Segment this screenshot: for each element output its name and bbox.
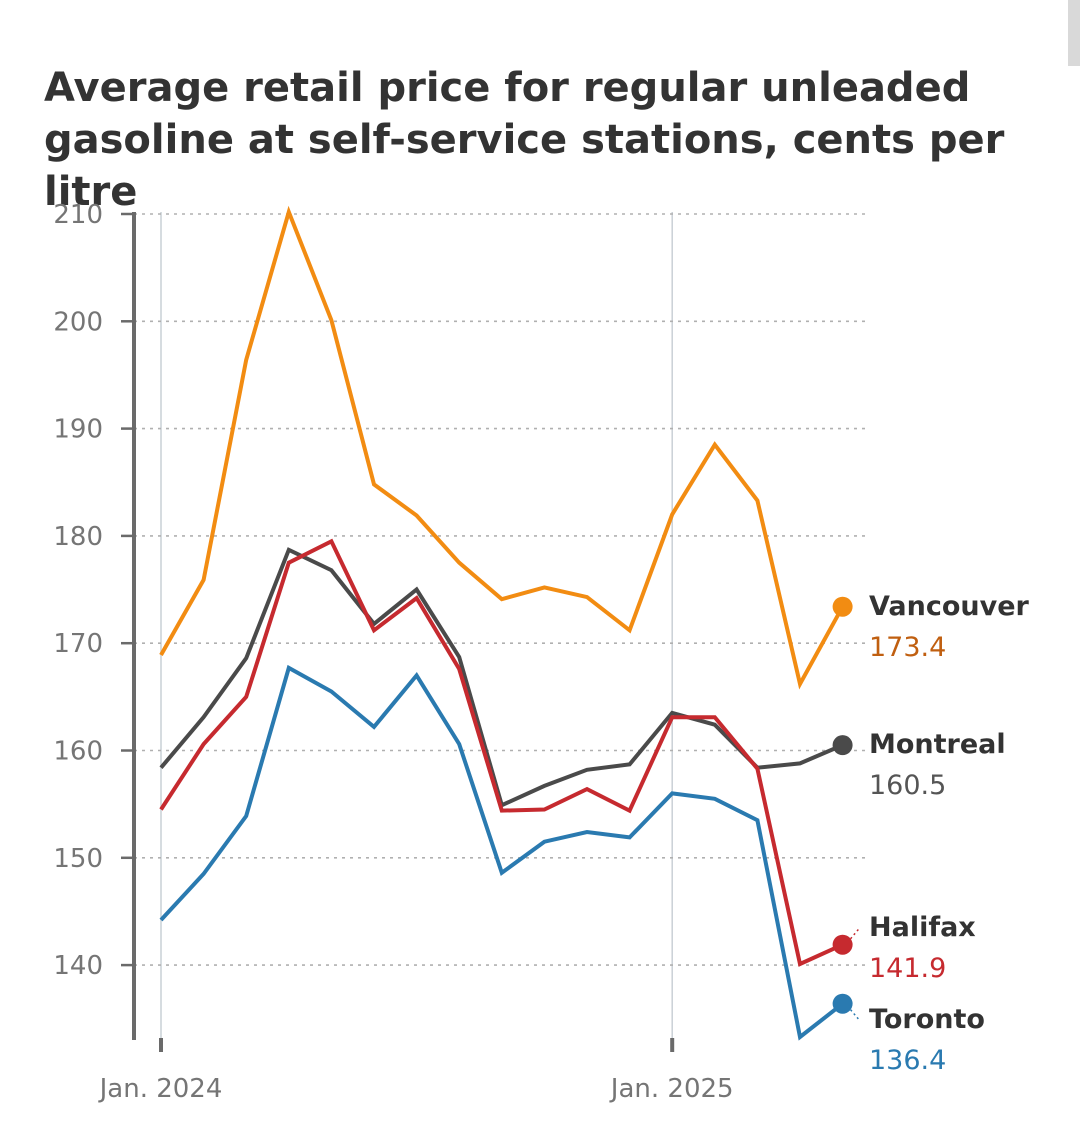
montreal-label-value: 160.5 (869, 770, 946, 801)
toronto-line (159, 664, 844, 1041)
series-lines (159, 205, 853, 1041)
montreal-label-name: Montreal (869, 729, 1006, 760)
vancouver-label-name: Vancouver (869, 591, 1030, 622)
y-tick-label: 150 (53, 844, 103, 874)
vancouver-end-marker (832, 596, 853, 617)
y-tick-label: 210 (53, 200, 103, 230)
halifax-line (159, 538, 844, 967)
toronto-end-marker (832, 993, 853, 1014)
y-tick-label: 180 (53, 522, 103, 552)
y-tick-label: 170 (53, 629, 103, 659)
y-tick-label: 160 (53, 737, 103, 767)
y-tick-label: 140 (53, 951, 103, 981)
series-end-labels: Vancouver 173.4 Montreal 160.5 Halifax 141.9 T… (850, 591, 1030, 1076)
chart-title: Average retail price for regular unleade… (44, 65, 1005, 215)
toronto-leader (850, 1009, 860, 1021)
halifax-label-value: 141.9 (869, 953, 946, 984)
y-tick-label: 190 (53, 415, 103, 445)
halifax-label-name: Halifax (869, 912, 976, 943)
montreal-end-marker (832, 735, 853, 756)
y-tick-label: 200 (53, 307, 103, 337)
toronto-label-name: Toronto (869, 1004, 985, 1035)
toronto-label-value: 136.4 (869, 1045, 946, 1076)
gridlines (134, 212, 866, 1040)
halifax-leader (850, 928, 860, 940)
axes: 140 150 160 170 180 190 200 210 Jan. 2024 Jan. 20… (53, 200, 733, 1104)
x-tick-label: Jan. 2024 (98, 1074, 223, 1104)
montreal-line (159, 547, 844, 808)
scrollbar-thumb[interactable] (1068, 0, 1080, 66)
x-tick-label: Jan. 2025 (609, 1074, 734, 1104)
vancouver-line (159, 205, 845, 690)
halifax-end-marker (832, 934, 853, 955)
vancouver-label-value: 173.4 (869, 632, 946, 663)
